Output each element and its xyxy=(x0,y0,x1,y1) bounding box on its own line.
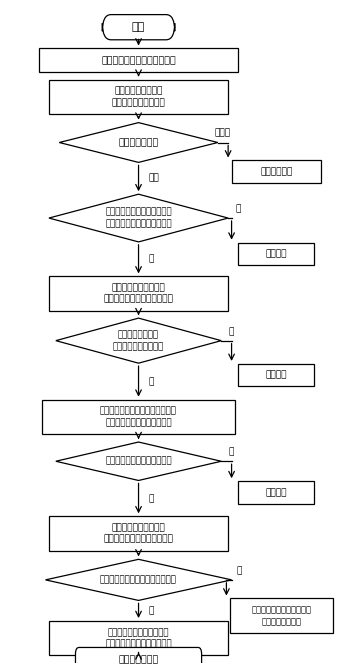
Bar xyxy=(49,79,228,114)
Text: 否: 否 xyxy=(228,327,234,336)
Bar xyxy=(42,400,235,434)
FancyBboxPatch shape xyxy=(102,15,175,40)
FancyBboxPatch shape xyxy=(75,647,202,666)
Text: 是: 是 xyxy=(149,494,154,503)
Text: 条码、外形检测: 条码、外形检测 xyxy=(118,138,159,147)
Bar xyxy=(39,49,238,73)
Bar xyxy=(231,161,321,183)
Text: 返回初始工位: 返回初始工位 xyxy=(260,167,292,176)
Polygon shape xyxy=(59,123,218,163)
Text: 原地等候: 原地等候 xyxy=(266,370,287,380)
Text: 沿着循环线的循环方向前绕
行，判断下一卷道: 沿着循环线的循环方向前绕 行，判断下一卷道 xyxy=(252,605,311,626)
Text: 否: 否 xyxy=(235,204,240,213)
Polygon shape xyxy=(45,559,231,601)
Text: 否: 否 xyxy=(237,566,242,575)
Text: 接收货物入库申请，
将货物放置于初始工位: 接收货物入库申请， 将货物放置于初始工位 xyxy=(112,87,165,107)
Bar xyxy=(230,599,333,633)
Text: 判断入口处工位的
下一工位是否无货待机: 判断入口处工位的 下一工位是否无货待机 xyxy=(113,330,164,351)
Polygon shape xyxy=(56,442,221,480)
Text: 货物推入入口处工位的下一工位，
沿着循环线的循环方向前推行: 货物推入入口处工位的下一工位， 沿着循环线的循环方向前推行 xyxy=(100,407,177,427)
Text: 判断拐角处工位是否无货待机: 判断拐角处工位是否无货待机 xyxy=(105,457,172,466)
Bar xyxy=(238,364,314,386)
Text: 原地等候: 原地等候 xyxy=(266,249,287,258)
Text: 立体仓库循环线进行工位划分: 立体仓库循环线进行工位划分 xyxy=(101,56,176,65)
Text: 合格: 合格 xyxy=(149,174,160,182)
Text: 判断入口处工位和入口处工位
的下一位工位是否均无货待机: 判断入口处工位和入口处工位 的下一位工位是否均无货待机 xyxy=(105,208,172,228)
Text: 不合格: 不合格 xyxy=(215,129,231,138)
Text: 否: 否 xyxy=(228,448,234,456)
Text: 货物推入巷道进货口工位，
沿着循环线的循环方向前推行: 货物推入巷道进货口工位， 沿着循环线的循环方向前推行 xyxy=(105,628,172,649)
Text: 货物推入入口处工位，
沿着循环线的循环方向前推行: 货物推入入口处工位， 沿着循环线的循环方向前推行 xyxy=(103,283,173,304)
Text: 是: 是 xyxy=(149,377,154,386)
Text: 判断卷道进货口工位是否无货待机: 判断卷道进货口工位是否无货待机 xyxy=(100,575,177,584)
Bar xyxy=(49,276,228,311)
Text: 货物推入拐角处工位，
沿着循环线的循环方向前推行: 货物推入拐角处工位， 沿着循环线的循环方向前推行 xyxy=(103,523,173,543)
Bar xyxy=(238,242,314,265)
Text: 是: 是 xyxy=(149,254,154,264)
Text: 原地等候: 原地等候 xyxy=(266,488,287,497)
Text: 货物推行至巷道: 货物推行至巷道 xyxy=(118,655,159,665)
Bar xyxy=(49,621,228,655)
Text: 开始: 开始 xyxy=(132,22,145,32)
Text: 是: 是 xyxy=(149,606,154,615)
Bar xyxy=(238,481,314,503)
Bar xyxy=(49,516,228,551)
Polygon shape xyxy=(56,318,221,363)
Polygon shape xyxy=(49,194,228,242)
